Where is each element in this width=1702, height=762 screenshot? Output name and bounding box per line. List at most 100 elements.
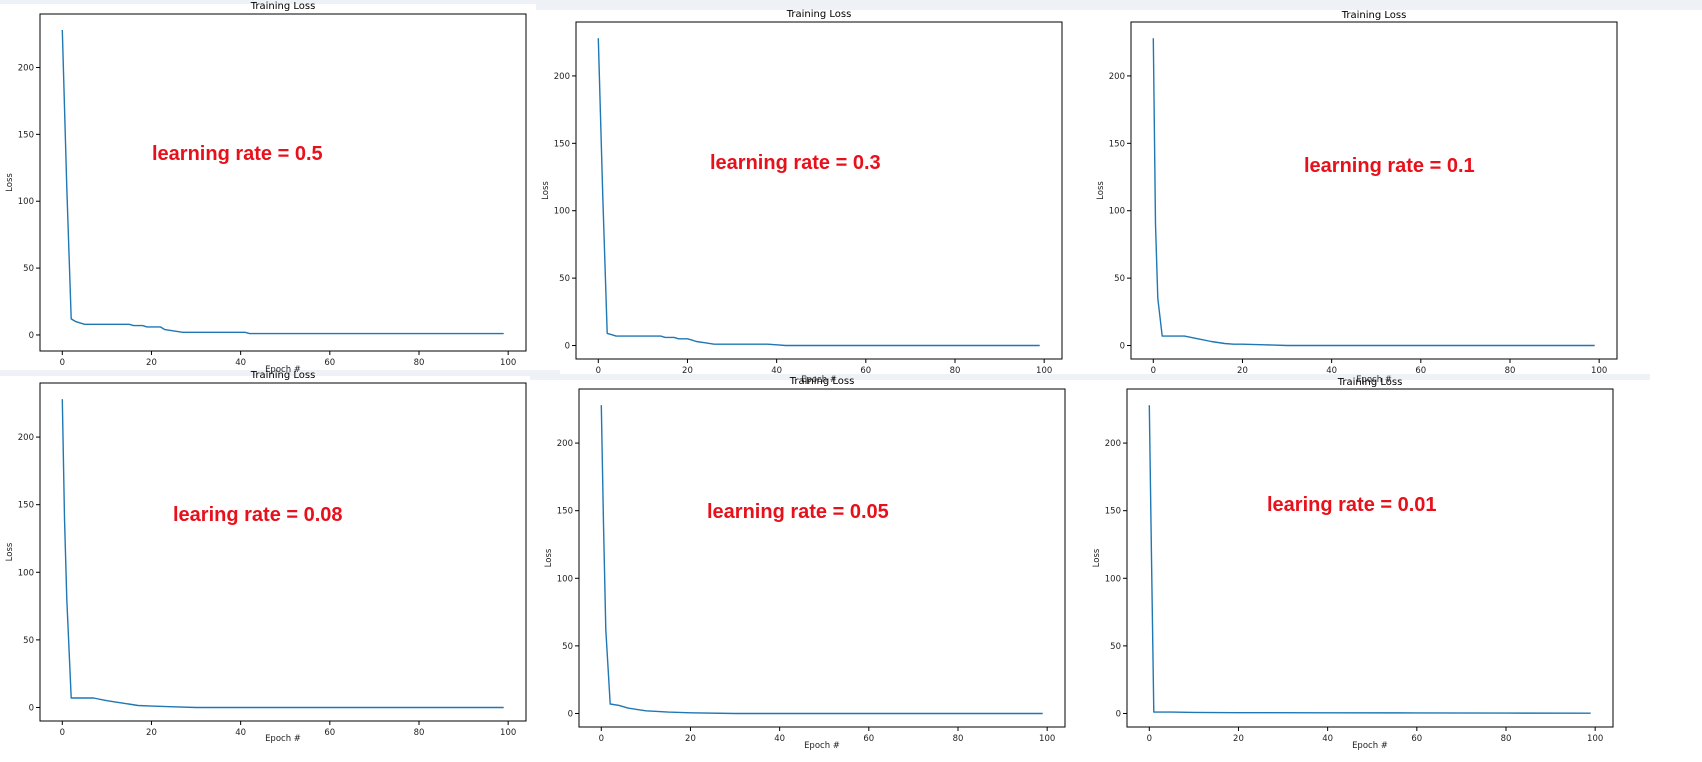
x-tick-label: 40 bbox=[235, 728, 246, 738]
y-tick-label: 150 bbox=[1109, 139, 1125, 149]
x-axis-label: Epoch # bbox=[265, 365, 301, 375]
x-tick-label: 0 bbox=[1151, 366, 1156, 376]
x-tick-label: 20 bbox=[1233, 734, 1244, 744]
y-tick-label: 150 bbox=[1105, 507, 1121, 517]
y-tick-label: 150 bbox=[554, 139, 570, 149]
x-tick-label: 20 bbox=[146, 728, 157, 738]
y-tick-label: 0 bbox=[565, 342, 570, 352]
x-tick-label: 80 bbox=[414, 358, 425, 368]
y-tick-label: 100 bbox=[1105, 574, 1121, 584]
chart-panel-3: Training Loss 0 20 40 60 80 100 0 50 100 150 200 Epo… bbox=[1096, 10, 1618, 385]
loss-series-line bbox=[61, 399, 504, 709]
loss-series-line bbox=[600, 405, 1043, 715]
x-tick-label: 100 bbox=[1036, 366, 1052, 376]
x-axis-label: Epoch # bbox=[1352, 741, 1388, 751]
x-tick-label: 80 bbox=[1501, 734, 1512, 744]
learning-rate-annotation: learning rate = 0.3 bbox=[710, 152, 881, 174]
x-tick-label: 20 bbox=[685, 734, 696, 744]
learning-rate-annotation: learning rate = 0.5 bbox=[152, 143, 323, 165]
chart-panel-1: Training Loss 0 20 40 60 80 100 0 50 100 150 200 Epo… bbox=[5, 1, 527, 375]
y-axis-label: Loss bbox=[544, 548, 554, 567]
learning-rate-annotation: learing rate = 0.01 bbox=[1267, 494, 1437, 516]
x-tick-label: 20 bbox=[1237, 366, 1248, 376]
y-tick-label: 100 bbox=[18, 568, 34, 578]
x-tick-label: 0 bbox=[599, 734, 604, 744]
x-tick-label: 40 bbox=[235, 358, 246, 368]
chart-title: Training Loss bbox=[1341, 10, 1407, 21]
loss-series-line bbox=[1152, 38, 1595, 347]
y-axis-label: Loss bbox=[541, 181, 551, 200]
y-tick-label: 50 bbox=[1114, 274, 1125, 284]
x-tick-label: 40 bbox=[1326, 366, 1337, 376]
x-tick-label: 100 bbox=[1587, 734, 1603, 744]
chart-panel-2: Training Loss 0 20 40 60 80 100 0 50 100 150 200 Epo… bbox=[541, 9, 1063, 385]
y-tick-label: 0 bbox=[1116, 709, 1121, 719]
y-tick-label: 50 bbox=[23, 636, 34, 646]
learning-rate-annotation: learing rate = 0.08 bbox=[173, 504, 343, 526]
separator-strip bbox=[536, 4, 1702, 10]
x-tick-label: 100 bbox=[500, 358, 516, 368]
x-tick-label: 80 bbox=[953, 734, 964, 744]
y-axis-label: Loss bbox=[5, 173, 15, 192]
y-tick-label: 50 bbox=[559, 274, 570, 284]
x-tick-label: 20 bbox=[682, 366, 693, 376]
plot-frame bbox=[1130, 21, 1618, 360]
y-tick-label: 100 bbox=[554, 207, 570, 217]
y-tick-label: 150 bbox=[557, 507, 573, 517]
chart-panel-4: Training Loss 0 20 40 60 80 100 0 50 100 150 200 Epo… bbox=[5, 370, 527, 744]
plot-frame bbox=[39, 13, 527, 352]
y-axis-label: Loss bbox=[1096, 181, 1106, 200]
x-tick-label: 80 bbox=[1505, 366, 1516, 376]
y-tick-label: 200 bbox=[18, 433, 34, 443]
y-tick-label: 0 bbox=[568, 709, 573, 719]
chart-panel-5: Training Loss 0 20 40 60 80 100 0 50 100 150 200 Epo… bbox=[544, 376, 1066, 751]
chart-title: Training Loss bbox=[786, 9, 852, 20]
x-tick-label: 100 bbox=[500, 728, 516, 738]
plot-frame bbox=[39, 382, 527, 722]
x-axis-label: Epoch # bbox=[265, 734, 301, 744]
x-tick-label: 80 bbox=[414, 728, 425, 738]
learning-rate-annotation: learning rate = 0.1 bbox=[1304, 155, 1475, 177]
chart-title: Training Loss bbox=[789, 376, 855, 387]
loss-series-line bbox=[61, 29, 504, 335]
x-tick-label: 80 bbox=[950, 366, 961, 376]
y-tick-label: 200 bbox=[18, 63, 34, 73]
separator-strip bbox=[530, 374, 1650, 380]
y-tick-label: 0 bbox=[1120, 342, 1125, 352]
x-axis-label: Epoch # bbox=[804, 741, 840, 751]
separator-strip bbox=[0, 370, 560, 376]
y-tick-label: 50 bbox=[562, 642, 573, 652]
chart-title: Training Loss bbox=[1337, 377, 1403, 388]
loss-series-line bbox=[597, 38, 1040, 347]
chart-panel-6: Training Loss 0 20 40 60 80 100 0 50 100 150 200 Epo… bbox=[1092, 377, 1614, 751]
y-tick-label: 200 bbox=[554, 72, 570, 82]
x-tick-label: 0 bbox=[1147, 734, 1152, 744]
x-tick-label: 40 bbox=[774, 734, 785, 744]
y-axis-label: Loss bbox=[5, 542, 15, 561]
x-tick-label: 60 bbox=[863, 734, 874, 744]
x-tick-label: 60 bbox=[324, 358, 335, 368]
loss-series-line bbox=[1148, 405, 1591, 714]
x-tick-label: 100 bbox=[1591, 366, 1607, 376]
x-tick-label: 0 bbox=[60, 728, 65, 738]
y-tick-label: 50 bbox=[1110, 642, 1121, 652]
separator-strip bbox=[0, 0, 1702, 4]
y-tick-label: 200 bbox=[1105, 439, 1121, 449]
x-tick-label: 0 bbox=[60, 358, 65, 368]
y-tick-label: 200 bbox=[557, 439, 573, 449]
y-tick-label: 50 bbox=[23, 264, 34, 274]
y-tick-label: 200 bbox=[1109, 72, 1125, 82]
x-tick-label: 60 bbox=[860, 366, 871, 376]
learning-rate-annotation: learning rate = 0.05 bbox=[707, 501, 889, 523]
x-tick-label: 60 bbox=[1415, 366, 1426, 376]
chart-title: Training Loss bbox=[250, 1, 316, 12]
y-tick-label: 150 bbox=[18, 501, 34, 511]
x-tick-label: 0 bbox=[596, 366, 601, 376]
y-tick-label: 0 bbox=[29, 331, 34, 341]
x-tick-label: 100 bbox=[1039, 734, 1055, 744]
plot-frame bbox=[1126, 388, 1614, 728]
x-tick-label: 60 bbox=[1411, 734, 1422, 744]
y-tick-label: 100 bbox=[18, 197, 34, 207]
y-axis-label: Loss bbox=[1092, 548, 1102, 567]
